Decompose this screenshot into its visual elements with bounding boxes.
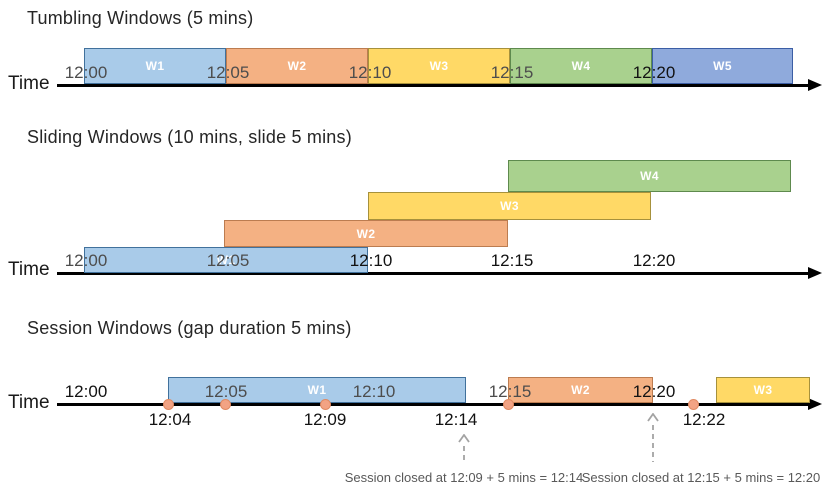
tick-label-session-12-05: 12:05 — [204, 382, 248, 401]
section-title-tumbling: Tumbling Windows (5 mins) — [27, 8, 254, 28]
callout-text-0: Session closed at 12:09 + 5 mins = 12:14 — [344, 470, 584, 485]
tick-label-tumbling-12-10: 12:10 — [348, 63, 392, 82]
window-tumbling-w4: W4 — [510, 48, 652, 84]
window-label: W2 — [356, 226, 376, 241]
window-label: W2 — [287, 59, 307, 73]
section-title-session: Session Windows (gap duration 5 mins) — [27, 318, 352, 338]
time-axis-line-tumbling — [57, 84, 810, 87]
window-session-w3: W3 — [716, 377, 810, 403]
window-label: W5 — [713, 59, 732, 73]
event-dot-12-15 — [502, 399, 514, 410]
time-axis-arrowhead-tumbling — [808, 79, 822, 91]
time-axis-line-sliding — [57, 272, 810, 275]
window-label: W1 — [307, 383, 327, 397]
event-dot-12-09 — [319, 399, 331, 410]
window-label: W4 — [640, 169, 659, 183]
window-label: W3 — [500, 199, 519, 213]
below-tick-label-12-04: 12:04 — [148, 410, 192, 429]
tick-label-session-12-15: 12:15 — [488, 382, 532, 401]
window-session-w1: W1 — [168, 377, 466, 403]
tick-label-tumbling-12-15: 12:15 — [490, 63, 534, 82]
time-axis-label-tumbling: Time — [8, 73, 50, 94]
window-label: W1 — [145, 59, 165, 73]
tick-label-session-12-20: 12:20 — [632, 382, 676, 401]
window-label: W4 — [571, 59, 591, 73]
time-axis-arrowhead-sliding — [808, 267, 822, 279]
window-sliding-w4: W4 — [508, 160, 791, 192]
window-tumbling-w5: W5 — [652, 48, 793, 84]
callout-up-arrow-icon — [458, 434, 470, 463]
callout-up-arrow-icon — [647, 413, 659, 462]
below-tick-label-12-09: 12:09 — [303, 410, 347, 429]
event-dot — [219, 399, 231, 410]
window-session-w2: W2 — [508, 377, 653, 403]
tick-label-session-12-10: 12:10 — [352, 382, 396, 401]
tick-label-sliding-12-05: 12:05 — [206, 251, 250, 270]
below-tick-label-12-22: 12:22 — [682, 410, 726, 429]
window-sliding-w1: W1 — [84, 247, 368, 273]
window-tumbling-w3: W3 — [368, 48, 510, 84]
below-tick-label-12-14: 12:14 — [434, 410, 478, 429]
window-label: W2 — [571, 383, 590, 397]
tick-label-tumbling-12-20: 12:20 — [632, 63, 676, 82]
window-label: W1 — [216, 253, 236, 267]
event-dot-12-04 — [162, 399, 174, 410]
callout-text-1: Session closed at 12:15 + 5 mins = 12:20 — [581, 470, 821, 485]
tick-label-session-12-00: 12:00 — [64, 382, 108, 401]
event-dot-12-22 — [687, 399, 699, 410]
tick-label-sliding-12-20: 12:20 — [632, 251, 676, 270]
window-sliding-w2: W2 — [224, 220, 508, 247]
window-tumbling-w2: W2 — [226, 48, 368, 84]
time-axis-label-session: Time — [8, 392, 50, 413]
tick-label-tumbling-12-00: 12:00 — [64, 63, 108, 82]
tick-label-tumbling-12-05: 12:05 — [206, 63, 250, 82]
window-sliding-w3: W3 — [368, 192, 651, 220]
window-tumbling-w1: W1 — [84, 48, 226, 84]
time-axis-label-sliding: Time — [8, 259, 50, 280]
section-title-sliding: Sliding Windows (10 mins, slide 5 mins) — [27, 127, 352, 147]
window-label: W3 — [753, 383, 773, 397]
time-axis-line-session — [57, 403, 810, 406]
window-label: W3 — [429, 59, 449, 73]
tick-label-sliding-12-10: 12:10 — [349, 251, 393, 270]
tick-label-sliding-12-15: 12:15 — [490, 251, 534, 270]
time-axis-arrowhead-session — [808, 398, 822, 410]
tick-label-sliding-12-00: 12:00 — [64, 251, 108, 270]
